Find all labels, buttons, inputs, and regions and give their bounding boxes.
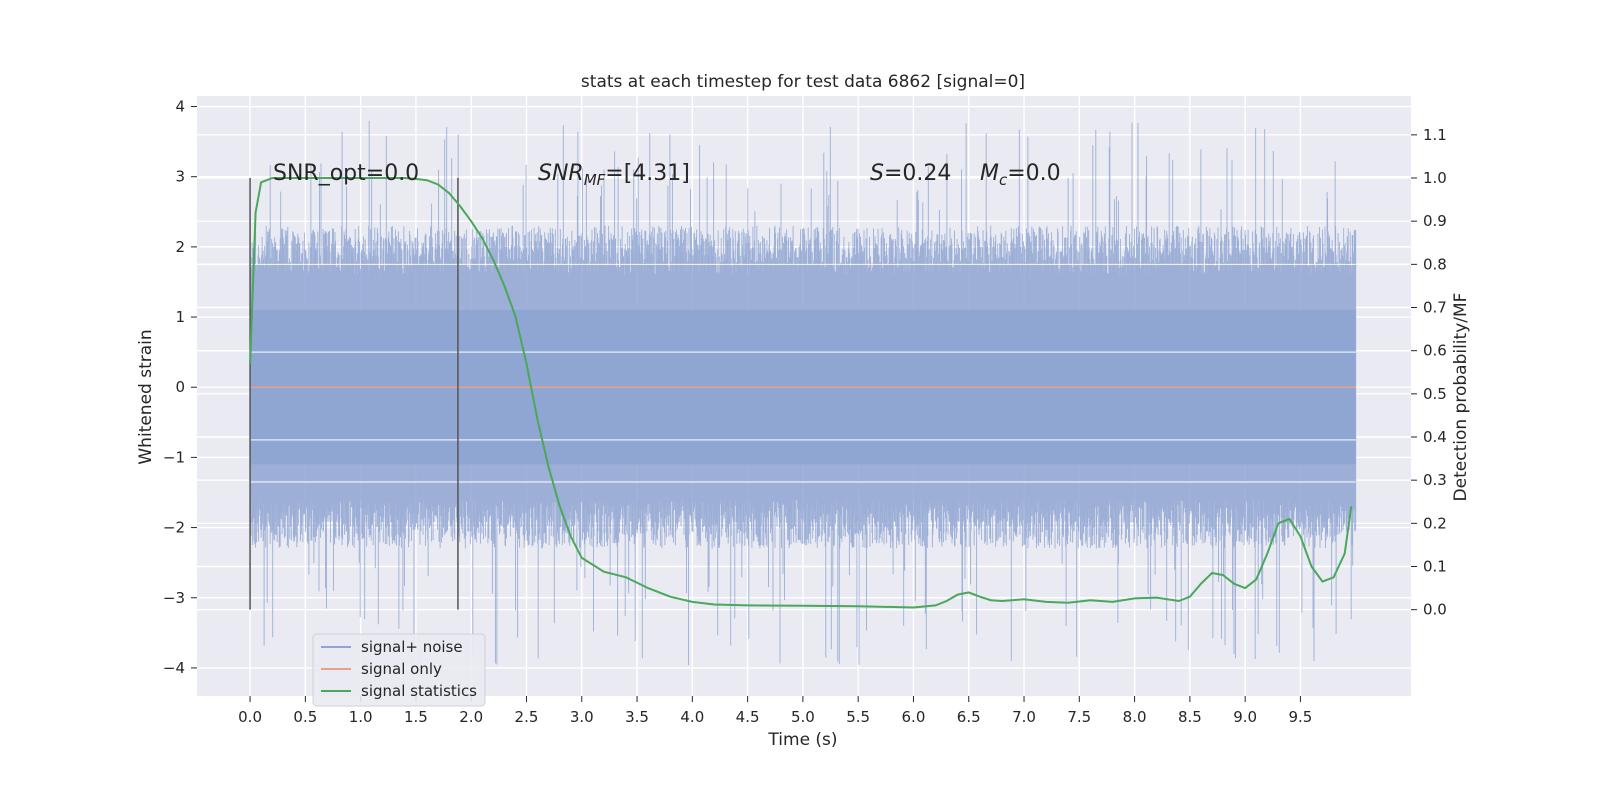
- x-tick-label: 8.0: [1123, 708, 1147, 726]
- x-tick-label: 1.0: [349, 708, 373, 726]
- y-right-tick-label: 0.7: [1423, 299, 1447, 317]
- x-tick-label: 5.0: [791, 708, 815, 726]
- annotation-snr-mf-sub: MF: [584, 171, 606, 189]
- series-signal-statistics: [249, 177, 1353, 609]
- y-right-axis-label: Detection probability/MF: [1451, 293, 1471, 502]
- y-left-tick-label: −1: [163, 448, 185, 466]
- y-left-tick-label: 2: [175, 238, 185, 256]
- x-tick-label: 7.0: [1012, 708, 1036, 726]
- annotation-snr-mf-value: =[4.31]: [605, 161, 690, 186]
- legend: signal+ noise signal only signal statist…: [312, 633, 486, 707]
- annotation-s-value: =0.24: [884, 161, 951, 186]
- x-tick-label: 3.0: [570, 708, 594, 726]
- y-left-tick-label: 3: [175, 168, 185, 186]
- y-left-tick-label: −3: [163, 589, 185, 607]
- x-tick-label: 1.5: [404, 708, 428, 726]
- y-left-axis-label: Whitened strain: [136, 329, 156, 464]
- y-right-tick-label: 0.3: [1423, 471, 1447, 489]
- x-tick-label: 9.5: [1289, 708, 1313, 726]
- x-tick-label: 4.5: [736, 708, 760, 726]
- annotation-s: S=0.24: [870, 161, 951, 186]
- x-tick-label: 7.5: [1067, 708, 1091, 726]
- y-right-tick-label: 0.1: [1423, 558, 1447, 576]
- y-right-tick-label: 0.8: [1423, 255, 1447, 273]
- annotation-mc-sub: c: [999, 171, 1008, 189]
- y-right-tick-label: 0.9: [1423, 212, 1447, 230]
- annotation-snr-opt: SNR_opt=0.0: [273, 161, 419, 186]
- x-tick-label: 5.5: [846, 708, 870, 726]
- window-markers: [249, 178, 459, 610]
- y-right-tick-label: 0.6: [1423, 342, 1447, 360]
- annotation-snr-mf-main: SNR: [538, 161, 584, 186]
- x-tick-label: 6.5: [957, 708, 981, 726]
- legend-label-signal-only: signal only: [361, 660, 442, 678]
- legend-label-signal-statistics: signal statistics: [361, 682, 477, 700]
- annotation-snr-mf: SNRMF=[4.31]: [538, 161, 690, 189]
- y-left-axis-ticks: −4 −3 −2 −1 0 1 2 3 4: [163, 98, 197, 677]
- x-tick-label: 0.0: [238, 708, 262, 726]
- y-right-tick-label: 0.5: [1423, 385, 1447, 403]
- chart-title: stats at each timestep for test data 686…: [581, 72, 1025, 92]
- y-left-tick-label: −2: [163, 519, 185, 537]
- x-tick-label: 2.5: [515, 708, 539, 726]
- x-axis-ticks: 0.0 0.5 1.0 1.5 2.0 2.5 3.0 3.5 4.0 4.5 5.0 5.5 6.0 6…: [238, 696, 1312, 726]
- legend-box: [312, 633, 486, 707]
- y-left-tick-label: −4: [163, 659, 185, 677]
- y-right-tick-label: 0.0: [1423, 601, 1447, 619]
- x-axis-label: Time (s): [767, 730, 837, 750]
- y-left-tick-label: 1: [175, 308, 185, 326]
- y-right-tick-label: 0.2: [1423, 514, 1447, 532]
- x-tick-label: 3.5: [625, 708, 649, 726]
- x-tick-label: 0.5: [293, 708, 317, 726]
- y-left-tick-label: 0: [175, 378, 185, 396]
- annotation-mc-value: =0.0: [1007, 161, 1060, 186]
- annotation-mc: Mc=0.0: [980, 161, 1061, 189]
- x-tick-label: 2.0: [459, 708, 483, 726]
- x-tick-label: 8.5: [1178, 708, 1202, 726]
- annotation-mc-var: M: [980, 161, 999, 186]
- y-right-axis-ticks: 0.0 0.1 0.2 0.3 0.4 0.5 0.6 0.7 0.8 0.9 1.0 1.1: [1411, 126, 1447, 619]
- y-right-tick-label: 0.4: [1423, 428, 1447, 446]
- x-tick-label: 9.0: [1233, 708, 1257, 726]
- legend-label-signal-noise: signal+ noise: [361, 638, 463, 656]
- x-tick-label: 6.0: [902, 708, 926, 726]
- y-left-tick-label: 4: [175, 98, 185, 116]
- y-right-tick-label: 1.1: [1423, 126, 1447, 144]
- annotation-s-var: S: [870, 161, 884, 186]
- x-tick-label: 4.0: [680, 708, 704, 726]
- y-right-tick-label: 1.0: [1423, 169, 1447, 187]
